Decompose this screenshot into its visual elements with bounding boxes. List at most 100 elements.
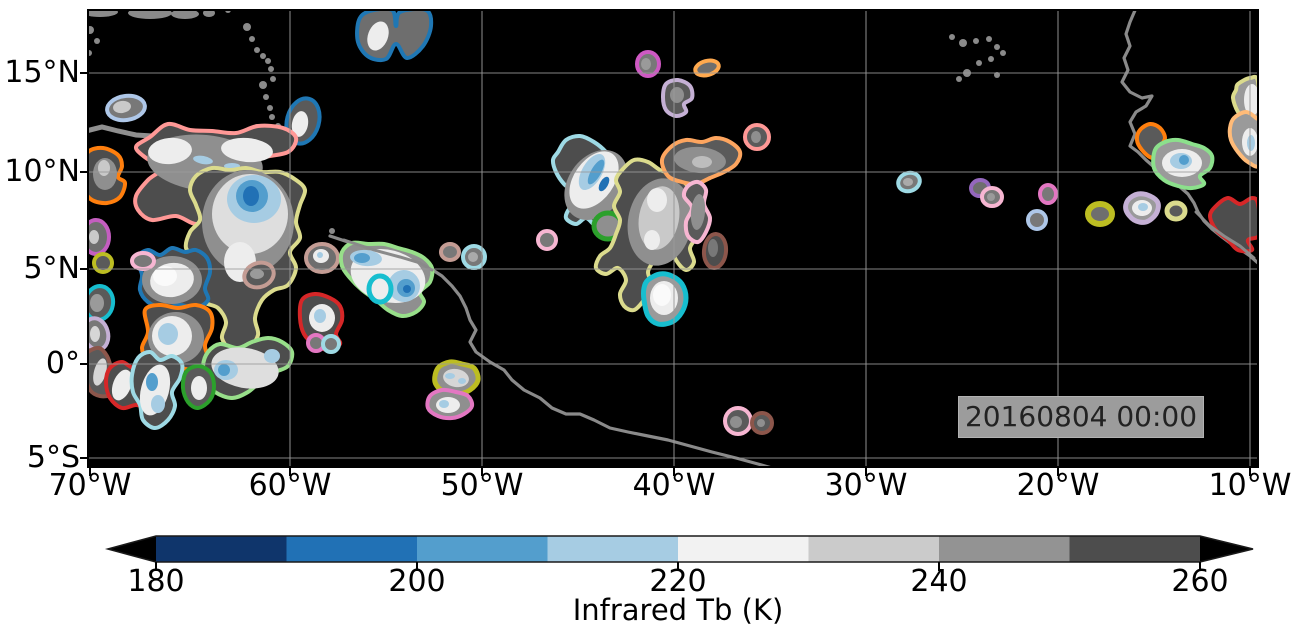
colorbar-tick-label: 200 (388, 564, 446, 599)
island (1000, 50, 1006, 56)
x-tick-label: 60°W (248, 468, 332, 503)
land-patch (88, 10, 118, 17)
tracked-cloud-cluster-plum-east (1123, 191, 1161, 225)
cluster-core (730, 416, 742, 428)
island (263, 94, 269, 100)
cluster-outline (536, 229, 558, 251)
tracked-cloud-cluster-violet-west (88, 218, 111, 256)
land-patch (128, 10, 172, 19)
island (94, 38, 100, 44)
cluster-core (146, 373, 158, 391)
cluster-core (158, 323, 178, 345)
cluster-outline (693, 58, 721, 78)
tracked-cloud-cluster-skyblue-east (896, 170, 922, 194)
colorbar-segment (417, 536, 548, 562)
island (260, 53, 266, 59)
tracked-cloud-cluster-lightblue-east (1026, 209, 1048, 231)
colorbar-segment (547, 536, 679, 562)
cluster-outline (92, 252, 114, 274)
colorbar-right-arrow (1200, 536, 1253, 562)
colorbar-segment (1069, 536, 1201, 562)
tracked-cloud-cluster-orange-west (88, 145, 128, 206)
colorbar-segment (939, 536, 1070, 562)
cluster-outline (321, 334, 341, 354)
cluster-core (644, 230, 660, 250)
island (988, 56, 994, 62)
y-tick-label: 10°N (4, 154, 80, 189)
tracked-cloud-cluster-pink-ring-west (130, 251, 156, 271)
tracked-cloud-cluster-brown-se (750, 411, 774, 435)
tracked-cloud-cluster-orange-center (659, 136, 743, 187)
cluster-core (458, 378, 466, 384)
tracked-cloud-cluster-pink-east (980, 186, 1004, 208)
tracked-cloud-cluster-orange-large (140, 302, 215, 375)
cluster-core (445, 373, 455, 379)
cluster-core (191, 376, 207, 400)
cluster-core (111, 369, 133, 401)
cluster-core (291, 111, 309, 137)
cluster-core (314, 309, 326, 323)
colorbar-tick-label: 180 (127, 564, 185, 599)
cluster-core (903, 178, 913, 186)
x-tick-label: 20°W (1016, 468, 1100, 503)
tracked-cloud-cluster-pink-se (723, 406, 753, 436)
cluster-core (90, 294, 104, 312)
cluster-core (113, 100, 131, 114)
island (994, 44, 1000, 50)
colorbar-tick-label: 220 (649, 564, 707, 599)
cluster-core (987, 193, 995, 201)
island (88, 26, 94, 34)
cluster-core (243, 186, 259, 206)
tracked-cloud-cluster-lightorange-edge (1227, 110, 1258, 169)
cluster-core (757, 419, 765, 427)
tracked-cloud-cluster-plum-north (661, 77, 695, 119)
cluster-core (653, 284, 671, 306)
tracked-cloud-cluster-orchid-north (635, 50, 661, 78)
cluster-core (598, 176, 610, 192)
tracked-cloud-cluster-orange-north-sm (693, 58, 721, 78)
colorbar-segment (156, 536, 287, 562)
cluster-core (153, 266, 177, 286)
tracked-cloud-cluster-blue-large (134, 245, 213, 311)
island (243, 23, 251, 31)
land-patch (171, 10, 199, 19)
cluster-core (354, 253, 370, 263)
tracked-cloud-cluster-green-a (180, 364, 216, 411)
cluster-outline (1085, 201, 1115, 227)
island (329, 228, 335, 234)
island (267, 105, 273, 111)
tracked-cloud-cluster-plum-west (88, 316, 111, 352)
tracked-cloud-cluster-cyan-center (641, 271, 689, 327)
tracked-cloud-cluster-brown-center (701, 232, 729, 270)
tracked-cloud-cluster-skyblue-sm (461, 244, 487, 270)
timestamp-badge: 20160804 00:00 (958, 396, 1204, 438)
cluster-core (690, 194, 706, 230)
tracked-cloud-cluster-salmon-sm (743, 123, 771, 151)
cluster-core (151, 395, 165, 413)
colorbar-tick-label: 260 (1171, 564, 1229, 599)
colorbar-tick-label: 240 (910, 564, 968, 599)
cluster-core (641, 58, 651, 70)
island (956, 76, 962, 82)
cluster-core (218, 364, 230, 376)
colorbar-segment (286, 536, 418, 562)
colorbar-segment (808, 536, 940, 562)
y-tick-label: 15°N (4, 55, 80, 90)
tracked-cloud-cluster-pink-center (681, 179, 713, 245)
island (259, 81, 267, 89)
tracked-cloud-cluster-rosybrown-c (439, 242, 461, 262)
tracked-cloud-cluster-olive-ring-west (92, 252, 114, 274)
cluster-core (250, 269, 264, 279)
cluster-core (751, 131, 761, 143)
tracked-cloud-cluster-pink-sm-center (536, 229, 558, 251)
coastline (342, 238, 434, 272)
x-tick-label: 70°W (48, 468, 132, 503)
cluster-core (317, 252, 323, 258)
cluster-outline (130, 251, 156, 271)
cluster-core (193, 155, 213, 165)
colorbar-title: Infrared Tb (K) (572, 593, 784, 627)
map-canvas (88, 10, 1258, 467)
island (973, 38, 979, 44)
cluster-core (692, 156, 712, 168)
cluster-core (708, 239, 718, 257)
